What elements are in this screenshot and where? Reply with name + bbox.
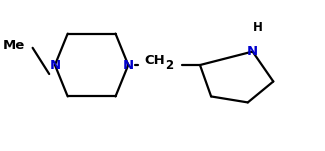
Text: N: N [123,59,134,72]
Text: CH: CH [144,54,165,67]
Text: N: N [247,45,258,58]
Text: N: N [49,59,60,72]
Text: 2: 2 [165,59,173,72]
Text: Me: Me [2,39,25,52]
Text: H: H [253,21,262,34]
